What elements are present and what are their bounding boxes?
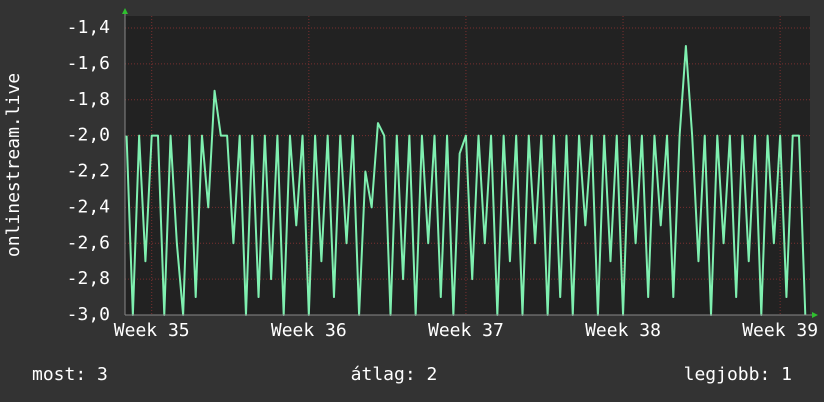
x-tick-label: Week 39	[742, 320, 818, 341]
y-axis-label: onlinestream.live	[3, 73, 24, 257]
y-tick-label: -1,8	[67, 89, 110, 110]
x-tick-label: Week 38	[585, 320, 661, 341]
x-axis-arrow	[812, 312, 818, 318]
x-tick-label: Week 36	[271, 320, 347, 341]
y-tick-label: -2,6	[67, 232, 110, 253]
y-tick-label: -3,0	[67, 304, 110, 325]
y-tick-label: -2,2	[67, 161, 110, 182]
summary-average: átlag: 2	[351, 364, 438, 385]
summary-current: most: 3	[32, 364, 108, 385]
y-axis-arrow	[122, 8, 128, 14]
y-tick-label: -2,4	[67, 196, 110, 217]
y-tick-label: -2,0	[67, 125, 110, 146]
summary-best: legjobb: 1	[684, 364, 792, 385]
x-tick-label: Week 37	[428, 320, 504, 341]
y-tick-label: -1,4	[67, 17, 110, 38]
y-tick-label: -2,8	[67, 268, 110, 289]
data-line	[125, 44, 807, 316]
y-tick-label: -1,6	[67, 53, 110, 74]
grid	[125, 16, 810, 316]
x-tick-label: Week 35	[114, 320, 190, 341]
marks	[125, 44, 807, 316]
